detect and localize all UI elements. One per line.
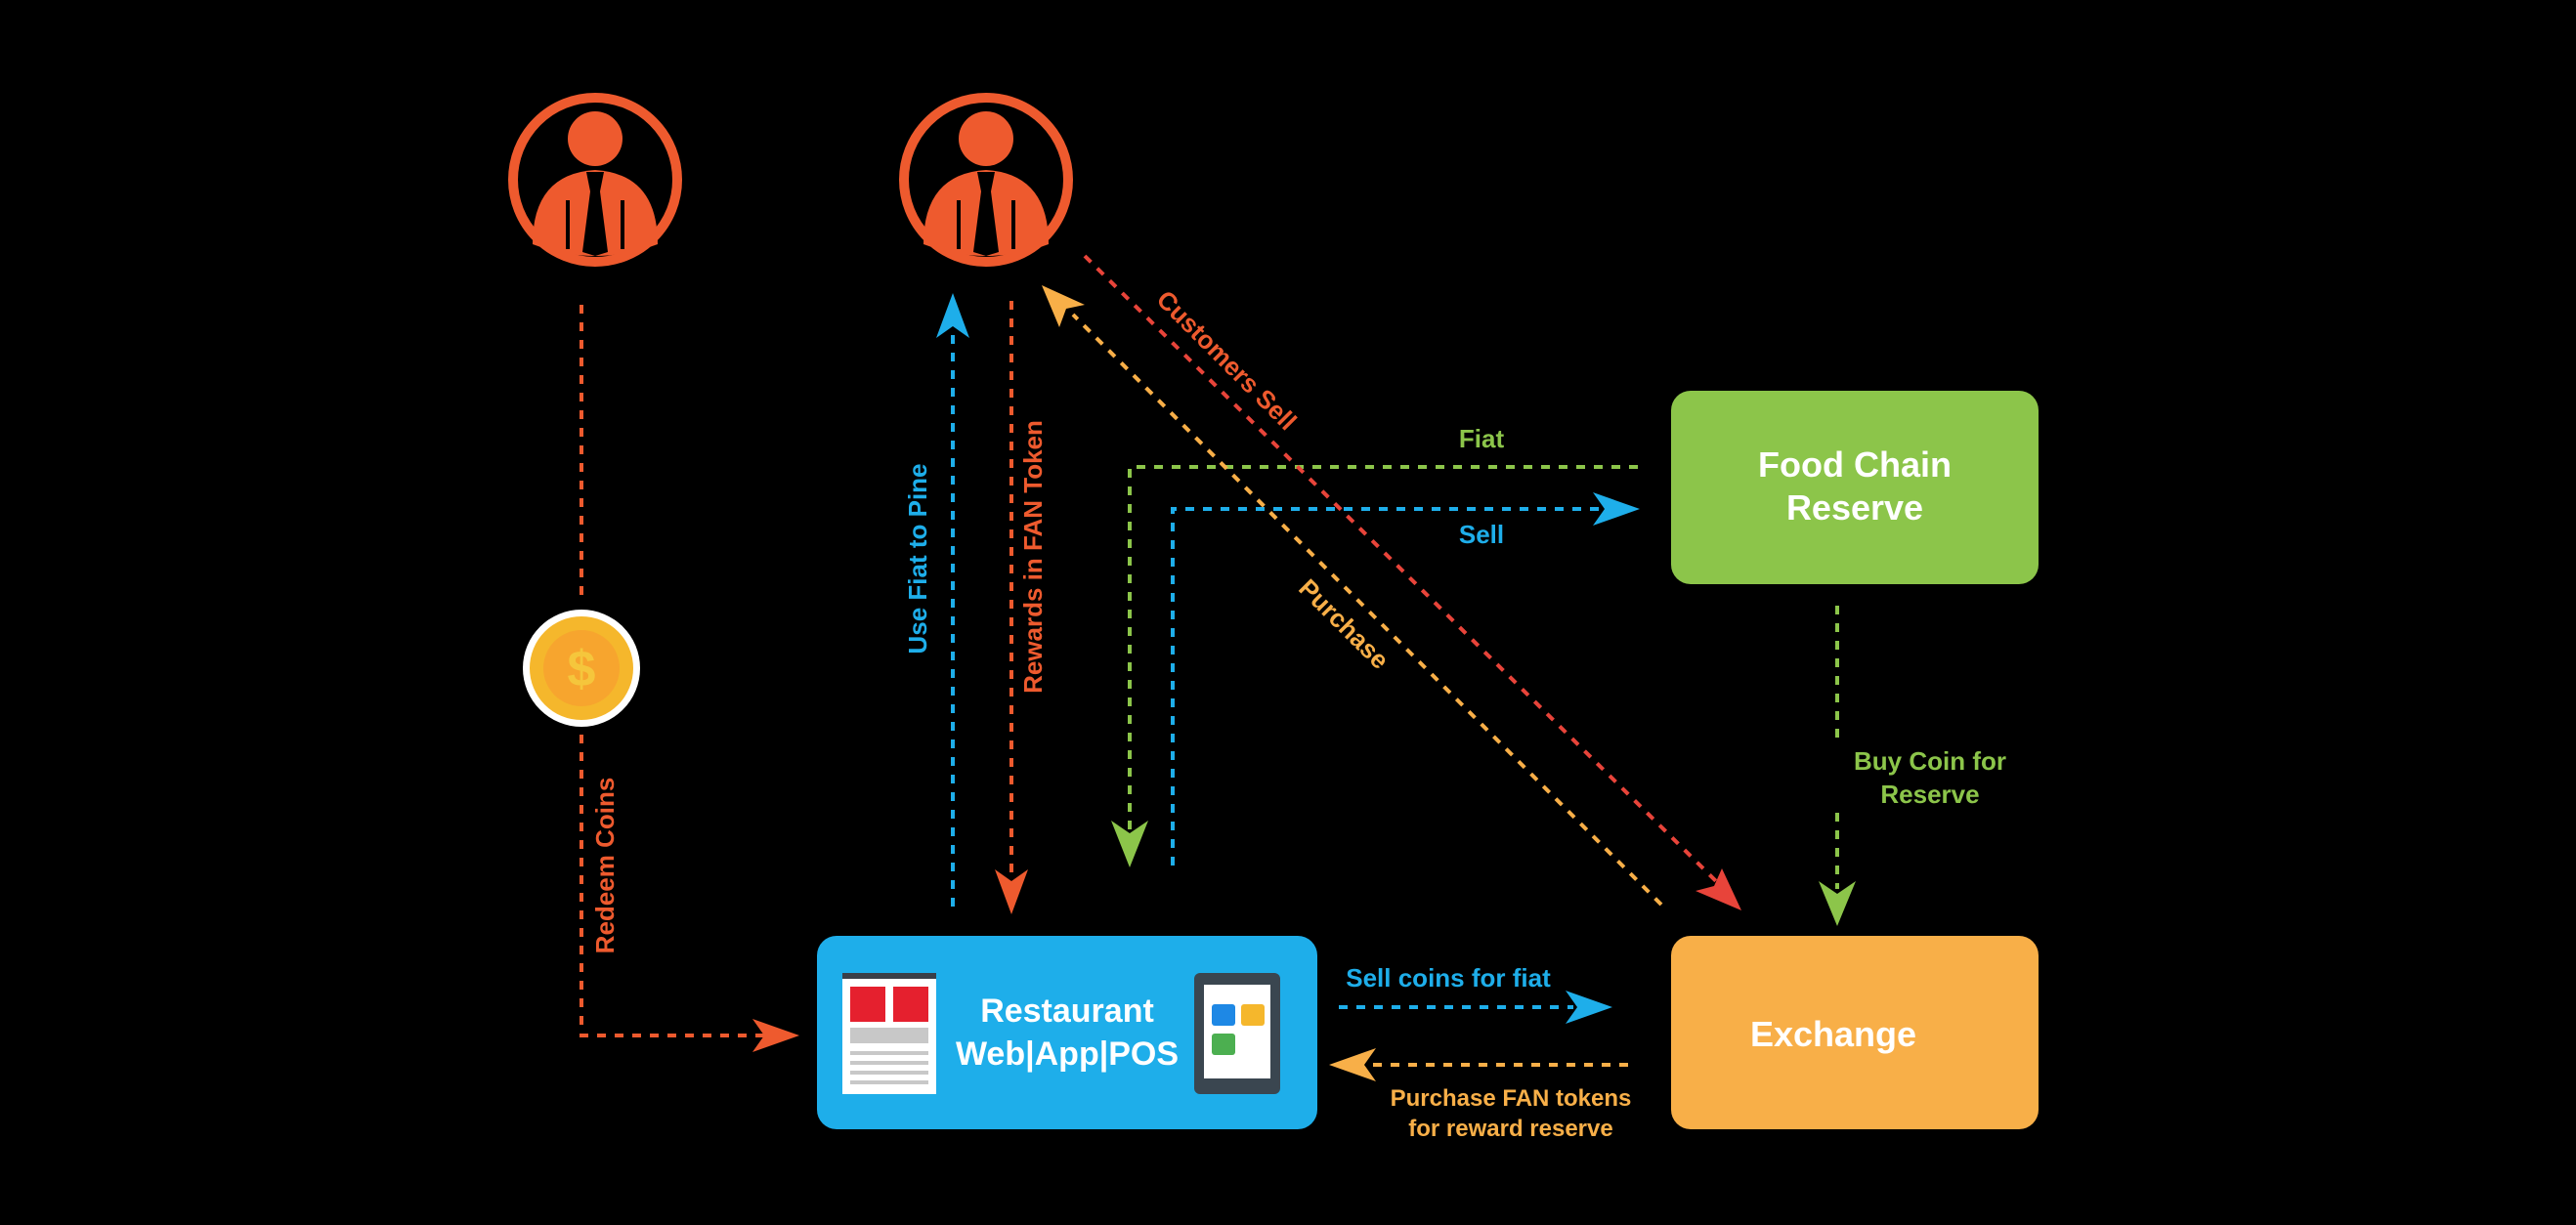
exchange-title: Exchange xyxy=(1750,1014,1916,1054)
tablet-icon xyxy=(1194,973,1280,1094)
purchase-arrowhead xyxy=(1042,285,1085,327)
redeem-coins-label: Redeem Coins xyxy=(590,778,620,954)
use-fiat-arrowhead xyxy=(936,293,969,338)
coin-symbol: $ xyxy=(568,641,596,697)
customers-sell-line xyxy=(1083,254,1720,885)
fiat-label: Fiat xyxy=(1459,424,1505,453)
restaurant-title-line1: Restaurant xyxy=(980,993,1154,1030)
sell-label: Sell xyxy=(1459,520,1504,549)
person-left-icon xyxy=(508,93,682,267)
rewards-arrowhead xyxy=(995,869,1028,914)
buy-coin-arrowhead xyxy=(1819,881,1856,926)
purchase-fan-tokens-label-line2: for reward reserve xyxy=(1408,1116,1612,1142)
sell-coins-arrowhead xyxy=(1566,991,1612,1024)
restaurant-title-line2: Web|App|POS xyxy=(956,1035,1179,1073)
redeem-line-bottom xyxy=(580,735,770,1037)
food-chain-reserve-box: Food Chain Reserve xyxy=(1671,391,2039,584)
sell-coins-for-fiat-label: Sell coins for fiat xyxy=(1346,963,1551,993)
person-center-icon xyxy=(899,93,1073,267)
restaurant-box: Restaurant Web|App|POS xyxy=(817,936,1317,1129)
rewards-in-fan-token-label: Rewards in FAN Token xyxy=(1018,420,1048,694)
customers-sell-arrowhead xyxy=(1696,868,1741,910)
purchase-line xyxy=(1071,313,1663,907)
dollar-coin-icon: $ xyxy=(523,610,640,727)
food-chain-reserve-title-line1: Food Chain xyxy=(1758,444,1952,485)
arrowheads xyxy=(752,285,1856,1081)
sell-arrowhead xyxy=(1593,492,1640,526)
exchange-box: Exchange xyxy=(1671,936,2039,1129)
buy-coin-label-line2: Reserve xyxy=(1880,780,1979,809)
menu-document-icon xyxy=(842,973,936,1094)
fiat-arrowhead xyxy=(1111,821,1148,867)
use-fiat-to-pine-label: Use Fiat to Pine xyxy=(903,463,932,654)
purchase-fan-arrowhead xyxy=(1329,1048,1376,1081)
food-chain-reserve-title-line2: Reserve xyxy=(1786,487,1923,528)
redeem-arrowhead xyxy=(752,1019,799,1052)
buy-coin-label-line1: Buy Coin for xyxy=(1854,746,2006,776)
sell-line xyxy=(1171,507,1603,866)
purchase-fan-tokens-label-line1: Purchase FAN tokens xyxy=(1391,1085,1632,1112)
